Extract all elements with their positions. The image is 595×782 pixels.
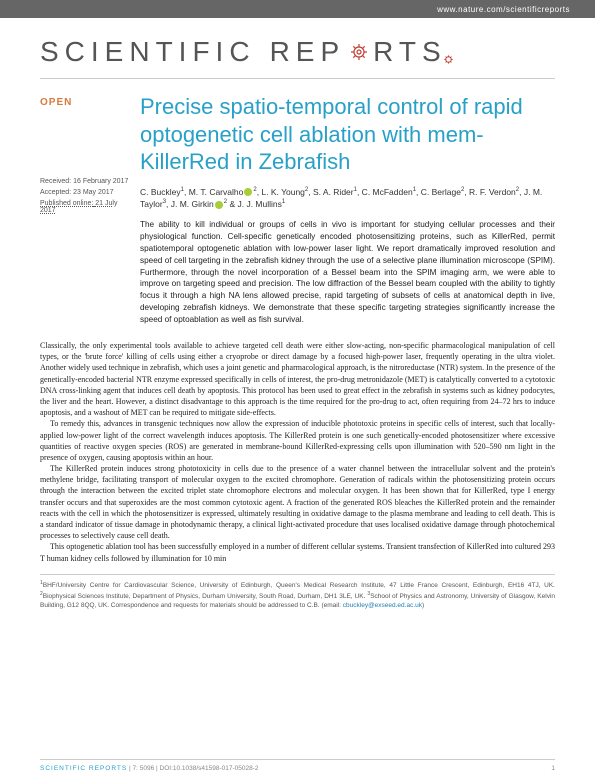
footer-cite-text: | 7: 5096 | DOI:10.1038/s41598-017-05028… <box>127 765 258 772</box>
published-label: Published online: <box>40 200 93 207</box>
banner-url[interactable]: www.nature.com/scientificreports <box>437 5 570 14</box>
meta-published: Published online: 21 July 2017 <box>40 200 132 214</box>
body-p4: This optogenetic ablation tool has been … <box>40 541 555 563</box>
meta-accepted: Accepted: 23 May 2017 <box>40 189 132 196</box>
accepted-date: 23 May 2017 <box>73 189 113 196</box>
journal-name-part1: SCIENTIFIC <box>40 36 256 68</box>
footer-page-number: 1 <box>551 765 555 772</box>
body-p1: Classically, the only experimental tools… <box>40 340 555 418</box>
body-p2: To remedy this, advances in transgenic t… <box>40 418 555 463</box>
body-p3: The KillerRed protein induces strong pho… <box>40 463 555 541</box>
article-title: Precise spatio-temporal control of rapid… <box>140 93 555 176</box>
author-list: C. Buckley1, M. T. Carvalho2, L. K. Youn… <box>140 186 555 212</box>
gear-icon-small <box>443 54 454 65</box>
abstract: The ability to kill individual or groups… <box>140 219 555 326</box>
open-access-tag: OPEN <box>40 97 132 108</box>
footer-journal: SCIENTIFIC REPORTS <box>40 765 127 772</box>
body-text: Classically, the only experimental tools… <box>40 340 555 564</box>
meta-received: Received: 16 February 2017 <box>40 178 132 185</box>
left-column: OPEN Received: 16 February 2017 Accepted… <box>0 93 132 340</box>
content-wrap: OPEN Received: 16 February 2017 Accepted… <box>0 79 595 340</box>
orcid-icon <box>215 201 223 209</box>
gear-icon-large <box>347 40 371 64</box>
affiliations: 1BHF/University Centre for Cardiovascula… <box>40 574 555 611</box>
footer-citation: SCIENTIFIC REPORTS | 7: 5096 | DOI:10.10… <box>40 765 259 772</box>
corresponding-email[interactable]: cbuckley@exseed.ed.ac.uk <box>343 602 422 609</box>
accepted-label: Accepted: <box>40 189 71 196</box>
page-footer: SCIENTIFIC REPORTS | 7: 5096 | DOI:10.10… <box>40 759 555 782</box>
received-date: 16 February 2017 <box>73 178 128 185</box>
journal-title: SCIENTIFIC REP RTS <box>0 18 595 78</box>
journal-name-part2: REP <box>270 36 346 68</box>
orcid-icon <box>244 188 252 196</box>
top-banner: www.nature.com/scientificreports <box>0 0 595 18</box>
main-column: Precise spatio-temporal control of rapid… <box>132 93 555 340</box>
journal-name-part3: RTS <box>373 36 447 68</box>
received-label: Received: <box>40 178 71 185</box>
